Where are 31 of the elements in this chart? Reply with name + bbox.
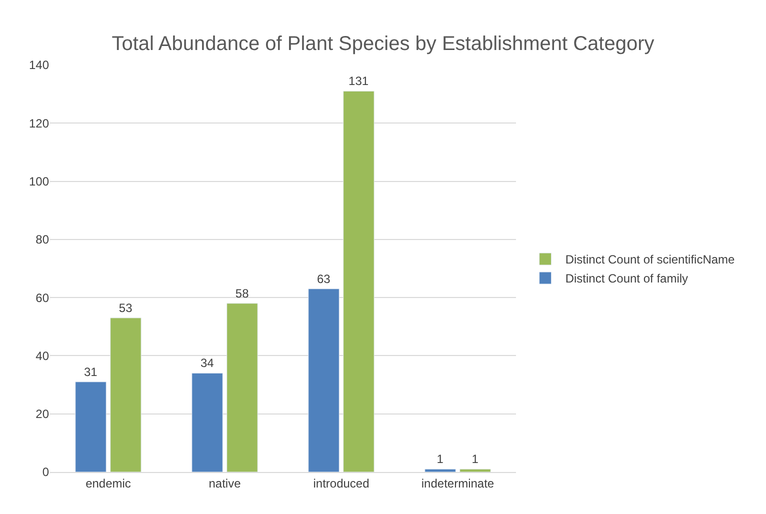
- bar: [308, 288, 340, 472]
- y-tick-label: 120: [28, 116, 50, 130]
- y-tick-label: 60: [36, 290, 50, 305]
- bar: [226, 303, 258, 472]
- y-tick-label: 140: [28, 58, 50, 72]
- data-label: 58: [235, 286, 250, 300]
- data-label: 34: [200, 356, 214, 370]
- data-label: 31: [84, 364, 98, 379]
- data-label: 1: [436, 452, 444, 466]
- y-tick-label: 80: [36, 232, 50, 247]
- bar: [460, 468, 491, 472]
- data-label: 1: [472, 452, 479, 466]
- x-tick-label: introduced: [313, 476, 370, 490]
- bar: [343, 90, 374, 472]
- data-label: 131: [348, 74, 369, 88]
- bar: [110, 318, 142, 472]
- y-tick-label: 0: [42, 465, 50, 480]
- x-tick-label: indeterminate: [421, 476, 494, 490]
- bar: [424, 468, 456, 472]
- legend-label: Distinct Count of family: [565, 272, 688, 286]
- x-tick-label: native: [208, 476, 242, 490]
- data-label: 63: [316, 272, 331, 286]
- x-tick-label: endemic: [86, 476, 131, 490]
- legend-label: Distinct Count of scientificName: [565, 252, 736, 267]
- chart-title: Total Abundance of Plant Species by Establishment Category: [112, 32, 654, 55]
- y-tick-label: 100: [28, 174, 50, 188]
- bar: [75, 382, 106, 472]
- y-tick-label: 20: [36, 407, 50, 422]
- bar: [192, 372, 223, 472]
- data-label: 53: [118, 300, 133, 315]
- y-tick-label: 40: [36, 348, 50, 363]
